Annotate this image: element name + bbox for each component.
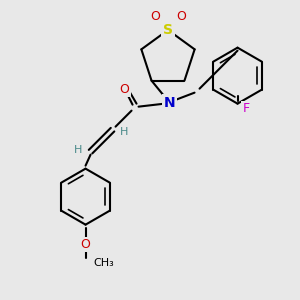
Text: H: H xyxy=(74,145,83,155)
Text: S: S xyxy=(163,23,173,37)
Text: O: O xyxy=(81,238,91,251)
Text: F: F xyxy=(242,102,250,115)
Text: CH₃: CH₃ xyxy=(94,258,114,268)
Text: N: N xyxy=(164,96,176,110)
Text: O: O xyxy=(150,10,160,22)
Text: O: O xyxy=(120,83,130,96)
Text: H: H xyxy=(120,127,129,137)
Text: O: O xyxy=(176,10,186,22)
